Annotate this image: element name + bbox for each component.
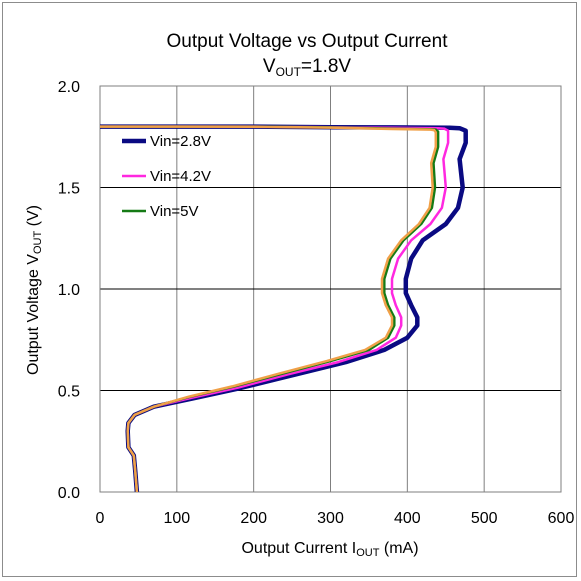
y-axis-label: Output Voltage VOUT (V) — [25, 205, 44, 375]
x-tick-label: 100 — [163, 510, 190, 527]
x-axis-label-subscript: OUT — [356, 547, 380, 559]
x-tick-label: 200 — [240, 510, 267, 527]
chart-subtitle: VOUT=1.8V — [263, 56, 352, 79]
x-axis-label-prefix: Output Current I — [241, 540, 356, 557]
legend-label: Vin=4.2V — [150, 168, 211, 185]
y-tick-label: 2.0 — [58, 79, 80, 96]
x-tick-label: 500 — [471, 510, 498, 527]
y-tick-label: 1.5 — [58, 181, 80, 198]
x-tick-label: 400 — [394, 510, 421, 527]
y-tick-label: 1.0 — [58, 282, 80, 299]
x-axis-label-suffix: (mA) — [379, 540, 418, 557]
legend-label: Vin=2.8V — [150, 133, 211, 150]
series-line-4 — [100, 125, 438, 492]
y-axis-label-subscript: OUT — [32, 231, 44, 255]
chart-title: Output Voltage vs Output Current — [167, 31, 449, 52]
plot-area: 0 100 200 300 400 500 600 0.0 0.5 1.0 1.5 2.0 Vin=2.… — [58, 79, 575, 527]
x-tick-label: 600 — [548, 510, 575, 527]
x-tick-label: 0 — [96, 510, 105, 527]
subtitle-subscript: OUT — [276, 65, 302, 79]
x-tick-label: 300 — [317, 510, 344, 527]
y-axis-label-prefix: Output Voltage V — [25, 254, 42, 375]
y-axis-label-suffix: (V) — [25, 205, 42, 231]
plot-border — [99, 85, 562, 493]
subtitle-suffix: =1.8V — [301, 56, 352, 77]
subtitle-prefix: V — [263, 56, 276, 77]
x-axis-label: Output Current IOUT (mA) — [241, 540, 418, 559]
y-tick-label: 0.5 — [58, 384, 80, 401]
y-tick-label: 0.0 — [58, 485, 80, 502]
legend-label: Vin=5V — [150, 203, 199, 220]
